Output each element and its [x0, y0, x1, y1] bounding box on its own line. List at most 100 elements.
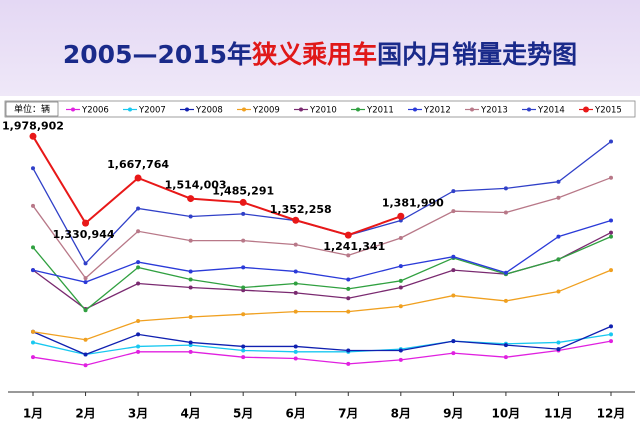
data-point [398, 357, 403, 362]
data-point [503, 270, 508, 275]
data-point [293, 242, 298, 247]
data-point [188, 277, 193, 282]
data-point [346, 277, 351, 282]
series-line [32, 325, 612, 356]
data-point [398, 348, 403, 353]
x-tick-label: 2月 [75, 407, 95, 421]
data-label: 1,241,341 [323, 240, 385, 253]
data-point [293, 269, 298, 274]
data-point [293, 349, 298, 354]
data-point [83, 337, 88, 342]
data-label: 1,381,990 [382, 196, 444, 209]
legend-label: Y2010 [309, 106, 337, 116]
data-point [188, 314, 193, 319]
data-point [82, 219, 90, 227]
data-point [346, 348, 351, 353]
data-point [83, 280, 88, 285]
data-point [293, 344, 298, 349]
legend-marker [356, 107, 360, 112]
data-point [241, 265, 246, 270]
data-point [609, 324, 613, 329]
data-point [609, 339, 613, 344]
data-point [31, 340, 35, 345]
unit-label: 单位：辆 [14, 103, 50, 115]
data-point [609, 175, 613, 180]
data-point [292, 216, 300, 224]
data-point [188, 269, 193, 274]
data-point [556, 257, 561, 262]
series-line [32, 177, 612, 280]
x-tick-label: 8月 [391, 407, 411, 421]
data-point [556, 195, 561, 200]
x-tick-label: 12月 [597, 407, 626, 421]
legend-label: Y2011 [366, 106, 394, 116]
data-point [293, 290, 298, 295]
data-point [398, 285, 403, 290]
data-point [398, 278, 403, 283]
data-label: 1,485,291 [212, 184, 274, 197]
data-point [609, 268, 613, 273]
data-point [31, 203, 35, 208]
data-point [136, 206, 141, 211]
legend-label: Y2006 [81, 106, 109, 116]
data-point [136, 344, 141, 349]
data-point [241, 211, 246, 216]
data-point [609, 332, 613, 337]
data-point [188, 214, 193, 219]
series-line [32, 269, 612, 341]
data-point [136, 332, 141, 337]
x-tick-label: 6月 [286, 407, 306, 421]
legend-marker [413, 107, 417, 112]
data-point [29, 132, 37, 140]
data-point [136, 265, 141, 270]
legend-marker [128, 107, 132, 112]
data-point [293, 309, 298, 314]
legend-label: Y2008 [195, 106, 223, 116]
data-point [451, 351, 456, 356]
data-point [188, 238, 193, 243]
legend-label: Y2015 [594, 106, 622, 116]
data-point [451, 254, 456, 259]
data-point [31, 355, 35, 360]
data-point [136, 319, 141, 324]
data-point [241, 355, 246, 360]
data-point [83, 276, 88, 281]
legend-marker [185, 107, 189, 112]
data-point [609, 218, 613, 223]
title-prefix: 2005—2015年 [63, 40, 252, 69]
data-point [136, 349, 141, 354]
data-point [346, 253, 351, 258]
title-suffix: 国内月销量走势图 [377, 40, 577, 69]
legend-label: Y2013 [480, 106, 508, 116]
data-point [188, 349, 193, 354]
x-tick-label: 5月 [233, 407, 253, 421]
data-point [451, 268, 456, 273]
data-point [241, 312, 246, 317]
legend-label: Y2009 [252, 106, 280, 116]
legend-marker [299, 107, 303, 112]
series-line [32, 135, 402, 237]
series-line [32, 340, 612, 366]
data-point [503, 186, 508, 191]
data-point [83, 261, 88, 266]
data-point [397, 212, 405, 220]
legend-marker [527, 107, 531, 112]
x-tick-label: 1月 [23, 407, 43, 421]
legend-label: Y2014 [537, 106, 565, 116]
data-point [346, 309, 351, 314]
data-point [241, 344, 246, 349]
data-point [31, 166, 35, 171]
data-label: 1,514,003 [165, 179, 227, 192]
x-tick-label: 11月 [544, 407, 573, 421]
legend-marker [583, 106, 589, 113]
data-point [31, 329, 35, 334]
data-point [556, 289, 561, 294]
data-point [83, 352, 88, 357]
data-point [83, 363, 88, 368]
plot-bg [0, 96, 640, 441]
data-point [609, 139, 613, 144]
data-point [241, 348, 246, 353]
data-label: 1,667,764 [107, 158, 169, 171]
